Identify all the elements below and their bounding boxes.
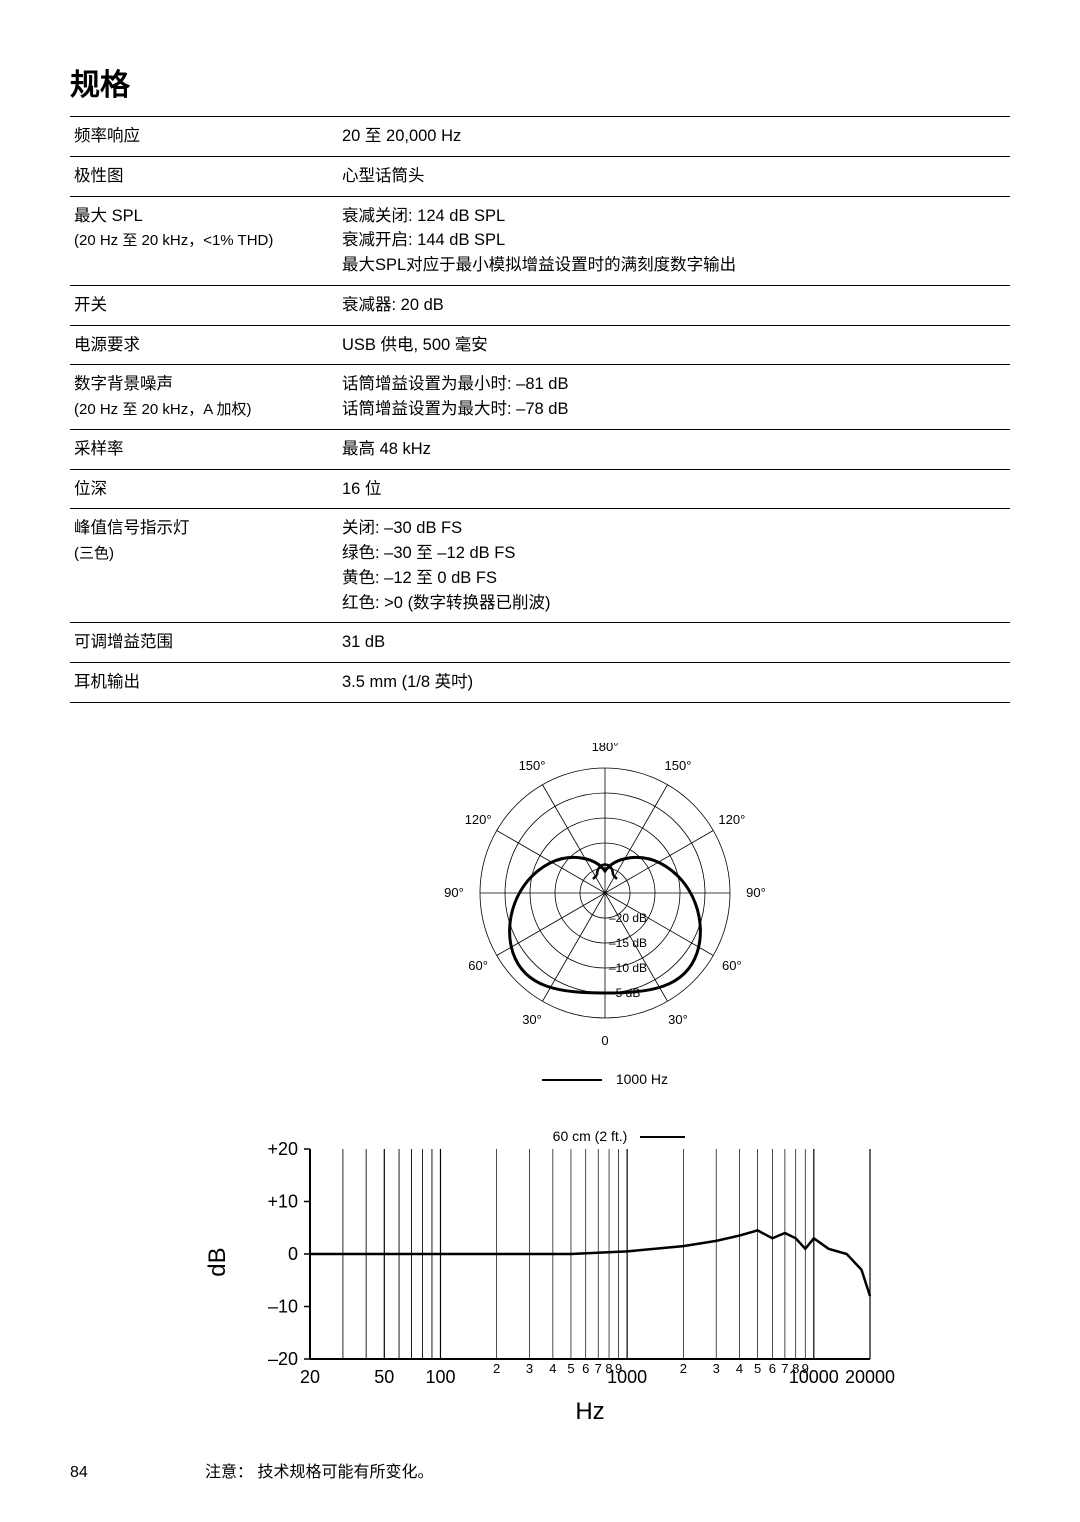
svg-text:120°: 120° [465,812,492,827]
svg-text:–10: –10 [268,1296,298,1316]
frequency-response-chart: 60 cm (2 ft.)+20+100–10–20dB205010010001… [180,1119,900,1429]
svg-text:6: 6 [769,1361,776,1376]
table-row: 可调增益范围31 dB [70,623,1010,663]
spec-label: 位深 [70,469,338,509]
svg-text:7: 7 [595,1361,602,1376]
svg-text:8: 8 [605,1361,612,1376]
spec-value: 衰减器: 20 dB [338,285,1010,325]
spec-label: 电源要求 [70,325,338,365]
svg-text:20000: 20000 [845,1367,895,1387]
svg-text:60°: 60° [722,958,742,973]
table-row: 峰值信号指示灯(三色)关闭: –30 dB FS绿色: –30 至 –12 dB… [70,509,1010,623]
svg-text:6: 6 [582,1361,589,1376]
svg-text:3: 3 [526,1361,533,1376]
spec-label: 峰值信号指示灯(三色) [70,509,338,623]
svg-text:20: 20 [300,1367,320,1387]
svg-text:60 cm (2 ft.): 60 cm (2 ft.) [553,1128,628,1144]
polar-legend-label: 1000 Hz [616,1071,668,1087]
spec-value: 话筒增益设置为最小时: –81 dB话筒增益设置为最大时: –78 dB [338,365,1010,430]
table-row: 最大 SPL(20 Hz 至 20 kHz，<1% THD)衰减关闭: 124 … [70,196,1010,285]
legend-line-icon [542,1079,602,1081]
spec-value: 31 dB [338,623,1010,663]
table-row: 开关衰减器: 20 dB [70,285,1010,325]
table-row: 耳机输出3.5 mm (1/8 英吋) [70,663,1010,703]
svg-text:4: 4 [736,1361,743,1376]
table-row: 电源要求USB 供电, 500 毫安 [70,325,1010,365]
table-row: 数字背景噪声(20 Hz 至 20 kHz，A 加权)话筒增益设置为最小时: –… [70,365,1010,430]
svg-text:–10 dB: –10 dB [609,961,647,975]
table-row: 极性图心型话筒头 [70,156,1010,196]
svg-text:0: 0 [288,1244,298,1264]
svg-text:150°: 150° [519,758,546,773]
svg-text:30°: 30° [668,1012,688,1027]
spec-value: 16 位 [338,469,1010,509]
polar-legend: 1000 Hz [425,1071,785,1087]
svg-text:2: 2 [493,1361,500,1376]
spec-label: 最大 SPL(20 Hz 至 20 kHz，<1% THD) [70,196,338,285]
svg-text:dB: dB [204,1247,231,1276]
svg-text:5: 5 [754,1361,761,1376]
svg-text:30°: 30° [522,1012,542,1027]
spec-note: 注意： 技术规格可能有所变化。 [205,1458,1010,1482]
svg-text:3: 3 [713,1361,720,1376]
svg-text:180°: 180° [592,743,619,754]
svg-text:9: 9 [802,1361,809,1376]
svg-text:60°: 60° [468,958,488,973]
svg-text:2: 2 [680,1361,687,1376]
svg-text:+20: +20 [267,1139,298,1159]
svg-text:90°: 90° [444,885,464,900]
svg-text:Hz: Hz [575,1398,604,1425]
diagrams-section: 180° 150° 150° 120° 120° 90° 90° 60° 60° 30° 30° 0 –… [70,743,1010,1482]
spec-value: 衰减关闭: 124 dB SPL衰减开启: 144 dB SPL最大SPL对应于… [338,196,1010,285]
spec-label: 耳机输出 [70,663,338,703]
spec-label: 频率响应 [70,117,338,157]
svg-text:120°: 120° [718,812,745,827]
page-title: 规格 [70,60,1010,104]
spec-label: 极性图 [70,156,338,196]
svg-text:5: 5 [567,1361,574,1376]
svg-text:100: 100 [425,1367,455,1387]
svg-text:–20 dB: –20 dB [609,911,647,925]
svg-text:50: 50 [374,1367,394,1387]
svg-text:7: 7 [781,1361,788,1376]
spec-value: 关闭: –30 dB FS绿色: –30 至 –12 dB FS黄色: –12 … [338,509,1010,623]
spec-value: 3.5 mm (1/8 英吋) [338,663,1010,703]
spec-value: 心型话筒头 [338,156,1010,196]
table-row: 采样率最高 48 kHz [70,429,1010,469]
spec-label: 开关 [70,285,338,325]
svg-text:+10: +10 [267,1191,298,1211]
spec-table: 频率响应20 至 20,000 Hz极性图心型话筒头最大 SPL(20 Hz 至… [70,116,1010,703]
spec-label: 数字背景噪声(20 Hz 至 20 kHz，A 加权) [70,365,338,430]
svg-text:–15 dB: –15 dB [609,936,647,950]
svg-text:90°: 90° [746,885,766,900]
spec-label: 可调增益范围 [70,623,338,663]
svg-text:–20: –20 [268,1349,298,1369]
spec-value: 20 至 20,000 Hz [338,117,1010,157]
spec-value: 最高 48 kHz [338,429,1010,469]
spec-value: USB 供电, 500 毫安 [338,325,1010,365]
polar-pattern-diagram: 180° 150° 150° 120° 120° 90° 90° 60° 60° 30° 30° 0 –… [425,743,785,1087]
svg-text:9: 9 [615,1361,622,1376]
spec-label: 采样率 [70,429,338,469]
svg-text:0: 0 [601,1033,608,1048]
svg-text:1000: 1000 [607,1367,647,1387]
table-row: 频率响应20 至 20,000 Hz [70,117,1010,157]
svg-text:150°: 150° [665,758,692,773]
table-row: 位深16 位 [70,469,1010,509]
svg-text:8: 8 [792,1361,799,1376]
svg-text:4: 4 [549,1361,556,1376]
page-number: 84 [70,1464,88,1482]
